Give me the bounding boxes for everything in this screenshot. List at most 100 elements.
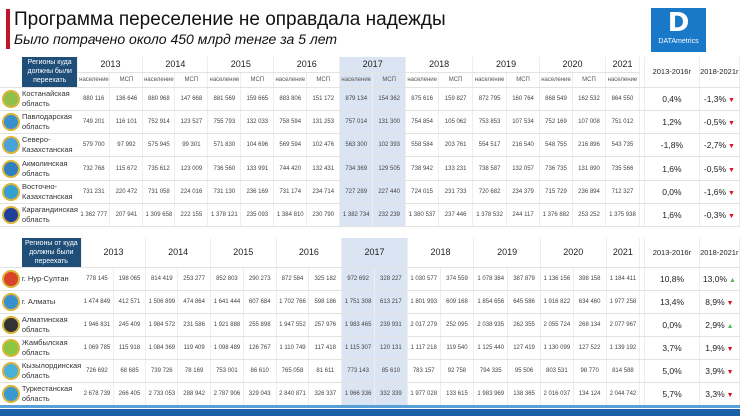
value-cell: 162 532 xyxy=(572,87,606,111)
gap xyxy=(639,87,645,111)
arrow-down-icon: ▼ xyxy=(726,166,735,174)
arrow-down-icon: ▼ xyxy=(726,119,735,127)
table-row: Северо-Казахстанская 579 700 97 992 575 945… xyxy=(0,133,740,158)
growth-header: 2013-2016г xyxy=(644,57,700,88)
region-emblem xyxy=(0,336,22,360)
table-row: г. Алматы 1 474 849 412 571 1 506 899 474 86… xyxy=(0,290,740,314)
value-cell: 107 534 xyxy=(506,110,541,135)
value-cell: 151 172 xyxy=(306,87,341,111)
value-cell: 159 827 xyxy=(438,87,474,111)
growth-value: -1,6% xyxy=(703,186,727,197)
table-row: Восточно-Казахстанская 731 231 220 472 731 … xyxy=(0,180,740,204)
value-cell: 116 101 xyxy=(109,110,144,135)
value-cell: 736 560 xyxy=(207,156,242,181)
value-cell: 852 803 xyxy=(210,267,244,291)
value-cell: 744 420 xyxy=(273,156,308,181)
growth-2013-2016: 13,4% xyxy=(644,290,700,314)
value-cell: 1 378 532 xyxy=(472,203,508,228)
region-name: Туркестанская область xyxy=(21,382,82,406)
value-cell: 864 550 xyxy=(605,87,640,111)
region-emblem xyxy=(0,87,22,111)
value-cell: 290 273 xyxy=(243,267,277,291)
msp-subheader: МСП xyxy=(372,72,407,88)
value-cell: 325 182 xyxy=(308,267,343,291)
value-cell: 234 379 xyxy=(506,180,541,204)
arrow-up-icon: ▲ xyxy=(727,276,736,284)
value-cell: 220 472 xyxy=(109,180,144,204)
region-emblem xyxy=(0,359,22,383)
value-cell: 224 016 xyxy=(174,180,209,204)
spacer xyxy=(0,238,22,268)
value-cell: 607 684 xyxy=(243,290,277,314)
arrow-up-icon: ▲ xyxy=(724,322,734,330)
value-cell: 474 864 xyxy=(177,290,211,314)
region-name: Северо-Казахстанская xyxy=(21,133,78,158)
growth-2013-2016: 0,0% xyxy=(644,180,700,204)
msp-subheader: МСП xyxy=(572,72,606,88)
value-cell: 752 914 xyxy=(142,110,176,135)
value-cell: 778 145 xyxy=(81,267,114,291)
value-cell: 131 890 xyxy=(572,156,606,181)
value-cell: 972 692 xyxy=(341,267,376,291)
value-cell: 2 787 906 xyxy=(210,382,244,406)
page-subtitle: Было потрачено около 450 млрд тенге за 5… xyxy=(14,31,338,47)
value-cell: 543 735 xyxy=(605,133,640,158)
value-cell: 2 077 967 xyxy=(606,313,641,337)
region-header: Регионы от куда должны были переехать xyxy=(21,238,82,268)
value-cell: 99 301 xyxy=(174,133,209,158)
value-cell: 266 405 xyxy=(113,382,147,406)
value-cell: 387 879 xyxy=(507,267,541,291)
value-cell: 78 169 xyxy=(177,359,211,383)
value-cell: 749 201 xyxy=(77,110,111,135)
value-cell: 883 806 xyxy=(273,87,308,111)
value-cell: 262 355 xyxy=(507,313,541,337)
growth-header: 2013-2016г xyxy=(644,238,700,268)
value-cell: 2 038 935 xyxy=(473,313,509,337)
gap xyxy=(639,110,645,135)
origin-regions-table: Регионы от куда должны были переехать 201… xyxy=(0,238,740,406)
value-cell: 1 947 552 xyxy=(276,313,310,337)
value-cell: 634 460 xyxy=(573,290,607,314)
value-cell: 239 931 xyxy=(374,313,408,337)
gap xyxy=(639,203,645,228)
region-emblem xyxy=(0,133,22,158)
emblem-icon xyxy=(1,182,20,201)
value-cell: 613 217 xyxy=(374,290,408,314)
value-cell: 1 946 831 xyxy=(81,313,114,337)
value-cell: 203 761 xyxy=(438,133,474,158)
value-cell: 1 384 810 xyxy=(273,203,308,228)
msp-subheader: МСП xyxy=(240,72,275,88)
value-cell: 1 916 822 xyxy=(540,290,574,314)
growth-value: 2,9% xyxy=(705,319,725,330)
value-cell: 1 130 099 xyxy=(540,336,574,360)
value-cell: 104 696 xyxy=(240,133,275,158)
value-cell: 558 584 xyxy=(405,133,440,158)
msp-subheader: МСП xyxy=(438,72,474,88)
value-cell: 133 231 xyxy=(438,156,474,181)
value-cell: 102 393 xyxy=(372,133,407,158)
value-cell: 1 084 369 xyxy=(145,336,179,360)
value-cell: 1 309 658 xyxy=(142,203,176,228)
value-cell: 1 984 572 xyxy=(145,313,179,337)
table-row: Кызылординская область 726 692 68 685 739 7… xyxy=(0,359,740,383)
population-subheader: население xyxy=(77,72,111,88)
value-cell: 757 014 xyxy=(339,110,374,135)
msp-subheader: МСП xyxy=(174,72,209,88)
value-cell: 268 134 xyxy=(573,313,607,337)
year-header: 2015 xyxy=(210,238,277,268)
growth-2018-2021: 3,9% ▼ xyxy=(699,359,740,383)
value-cell: 198 065 xyxy=(113,267,147,291)
value-cell: 86 610 xyxy=(243,359,277,383)
gap xyxy=(639,238,646,268)
value-cell: 715 729 xyxy=(539,180,574,204)
growth-2018-2021: -2,7% ▼ xyxy=(699,133,740,158)
value-cell: 154 362 xyxy=(372,87,407,111)
arrow-down-icon: ▼ xyxy=(726,143,735,151)
value-cell: 288 942 xyxy=(177,382,211,406)
value-cell: 131 253 xyxy=(306,110,341,135)
value-cell: 569 594 xyxy=(273,133,308,158)
value-cell: 554 517 xyxy=(472,133,508,158)
value-cell: 81 611 xyxy=(308,359,343,383)
value-cell: 252 095 xyxy=(440,313,475,337)
value-cell: 879 134 xyxy=(339,87,374,111)
